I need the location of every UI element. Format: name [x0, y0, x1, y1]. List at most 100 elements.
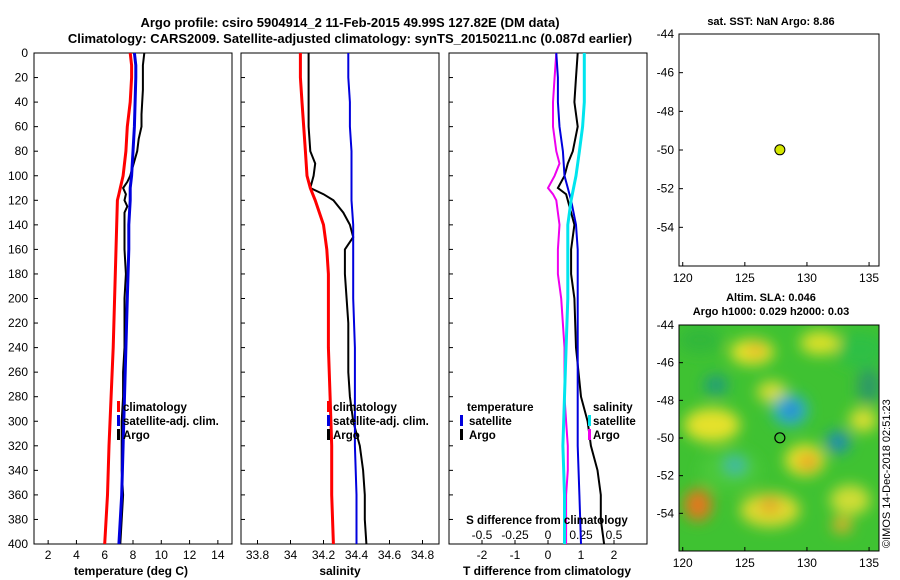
- lon-tick-label: 130: [797, 271, 817, 285]
- depth-tick-label: 160: [8, 242, 28, 256]
- legend-label-argo: Argo: [123, 430, 150, 442]
- temperature-argo-line: [119, 53, 146, 544]
- x-tick-label: 34.8: [411, 548, 435, 562]
- legend-label-argo: Argo: [333, 430, 360, 442]
- s-diff-tick-label: 0: [545, 528, 552, 542]
- sla-map-title-2: Argo h1000: 0.029 h2000: 0.03: [693, 306, 850, 318]
- sla-argo-location-marker: [774, 432, 786, 444]
- legend-title-temperature: temperature: [467, 402, 533, 414]
- depth-tick-label: 100: [8, 169, 28, 183]
- x-tick-label: 6: [101, 548, 108, 562]
- lat-tick-label: -50: [657, 143, 675, 157]
- location-map-y-ticks: -44 -46 -48 -50 -52 -54: [657, 27, 683, 234]
- depth-tick-label: 340: [8, 463, 28, 477]
- legend-swatch-satellite-adj: [327, 415, 330, 426]
- t-diff-satellite-line: [555, 53, 582, 544]
- salinity-x-ticks: 33.8 34 34.2 34.4 34.6 34.8: [246, 540, 435, 562]
- x-tick-label: 4: [73, 548, 80, 562]
- s-diff-argo-line: [546, 53, 569, 544]
- depth-tick-label: 20: [15, 71, 29, 85]
- temperature-legend: climatology satellite-adj. clim. Argo: [117, 401, 219, 442]
- x-tick-label: 2: [611, 548, 618, 562]
- depth-tick-label: 0: [21, 46, 28, 60]
- salinity-panel-frame: [240, 52, 440, 545]
- x-tick-label: 1: [578, 548, 585, 562]
- salinity-satellite-adj-line: [347, 53, 358, 544]
- difference-legend-right: salinity satellite Argo: [588, 402, 636, 442]
- location-map-x-ticks: 120 125 130 135: [673, 262, 879, 285]
- legend-swatch-argo: [327, 429, 330, 440]
- s-diff-tick-label: 0.5: [606, 528, 623, 542]
- sla-map-title-1: Altim. SLA: 0.046: [726, 292, 816, 304]
- sla-map-y-ticks: -44 -46 -48 -50 -52 -54: [657, 318, 683, 520]
- depth-tick-label: 200: [8, 292, 28, 306]
- legend-swatch-argo: [117, 429, 120, 440]
- depth-tick-label: 280: [8, 390, 28, 404]
- lon-tick-label: 120: [673, 271, 693, 285]
- temperature-x-ticks: 2 4 6 8 10 12 14: [45, 540, 225, 562]
- x-tick-label: 10: [155, 548, 169, 562]
- lon-tick-label: 125: [735, 271, 755, 285]
- legend-swatch-t-satellite: [460, 415, 463, 426]
- lat-tick-label: -54: [657, 506, 675, 520]
- x-tick-label: 0: [545, 548, 552, 562]
- lon-tick-label: 125: [735, 556, 755, 570]
- legend-swatch-satellite-adj: [117, 415, 120, 426]
- depth-tick-label: 140: [8, 218, 28, 232]
- legend-swatch-s-argo: [588, 429, 591, 440]
- lon-tick-label: 135: [859, 556, 879, 570]
- temperature-climatology-line: [103, 53, 134, 544]
- depth-tick-label: 220: [8, 316, 28, 330]
- lat-tick-label: -52: [657, 469, 675, 483]
- salinity-legend: climatology satellite-adj. clim. Argo: [327, 401, 429, 442]
- depth-tick-label: 40: [15, 95, 29, 109]
- x-tick-label: 8: [130, 548, 137, 562]
- depth-tick-label: 120: [8, 193, 28, 207]
- difference-panel-frame: [448, 52, 648, 545]
- lat-tick-label: -54: [657, 220, 675, 234]
- location-map-title: sat. SST: NaN Argo: 8.86: [707, 16, 834, 28]
- s-diff-satellite-line: [561, 53, 586, 544]
- s-diff-tick-label: -0.25: [501, 528, 529, 542]
- depth-tick-label: 180: [8, 267, 28, 281]
- sla-heatmap: [679, 325, 879, 551]
- salinity-difference-top-ticks: -0.5 -0.25 0 0.25 0.5: [472, 528, 623, 542]
- x-tick-label: 34: [284, 548, 298, 562]
- salinity-argo-line: [307, 53, 368, 544]
- temperature-xlabel: temperature (deg C): [74, 564, 188, 578]
- argo-location-marker: [774, 144, 786, 156]
- lat-tick-label: -48: [657, 104, 675, 118]
- legend-label-t-argo: Argo: [469, 430, 496, 442]
- x-tick-label: -1: [510, 548, 521, 562]
- salinity-xlabel: salinity: [319, 564, 361, 578]
- lon-tick-label: 135: [859, 271, 879, 285]
- legend-title-salinity: salinity: [593, 402, 633, 414]
- s-difference-label: S difference from climatology: [466, 515, 628, 527]
- lat-tick-label: -46: [657, 356, 675, 370]
- depth-tick-label: 380: [8, 512, 28, 526]
- title-line-1: Argo profile: csiro 5904914_2 11-Feb-201…: [140, 15, 559, 30]
- depth-axis-ticks: 0 20 40 60 80 100 120 140 160 180 200 220 240 260 280 3…: [8, 46, 453, 551]
- x-tick-label: 34.6: [378, 548, 402, 562]
- depth-tick-label: 400: [8, 537, 28, 551]
- x-tick-label: 34.2: [312, 548, 336, 562]
- legend-swatch-climatology: [117, 401, 120, 412]
- lat-tick-label: -44: [657, 27, 675, 41]
- x-tick-label: -2: [477, 548, 488, 562]
- depth-tick-label: 300: [8, 414, 28, 428]
- lat-tick-label: -48: [657, 393, 675, 407]
- legend-swatch-t-argo: [460, 429, 463, 440]
- legend-label-satellite-adj: satellite-adj. clim.: [123, 416, 219, 428]
- x-tick-label: 12: [183, 548, 197, 562]
- location-map-frame: [678, 33, 880, 267]
- legend-label-s-argo: Argo: [593, 430, 620, 442]
- lon-tick-label: 130: [797, 556, 817, 570]
- legend-label-climatology: climatology: [123, 402, 188, 414]
- difference-legend-left: temperature satellite Argo: [460, 402, 533, 442]
- x-tick-label: 33.8: [246, 548, 270, 562]
- legend-swatch-s-satellite: [588, 415, 591, 426]
- difference-xlabel: T difference from climatology: [463, 564, 631, 578]
- lat-tick-label: -52: [657, 182, 675, 196]
- legend-label-t-satellite: satellite: [469, 416, 512, 428]
